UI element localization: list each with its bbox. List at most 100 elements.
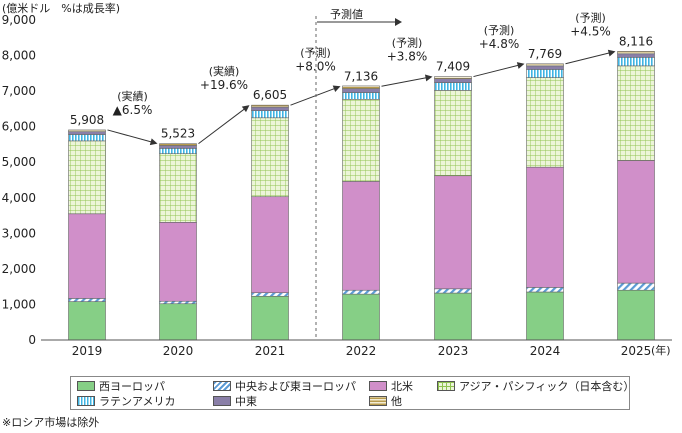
growth-arrow-head	[424, 74, 433, 82]
legend-swatch	[437, 381, 455, 391]
bar-segment-2024-series-4	[526, 69, 564, 78]
bar-segment-2019-series-5	[68, 131, 106, 135]
bar-segment-2025-series-0	[617, 289, 655, 341]
x-tick-label: 2024	[530, 344, 561, 358]
bar-segment-2021-series-3	[251, 117, 289, 198]
x-tick-label: 2022	[346, 344, 377, 358]
bar-segment-2023-series-1	[434, 288, 472, 294]
bar-segment-2021-series-5	[251, 106, 289, 111]
bar-segment-2025-series-2	[617, 160, 655, 284]
growth-arrow-head	[149, 138, 158, 146]
legend-item-other: 他	[369, 393, 402, 409]
bar-segment-2024-series-5	[526, 65, 564, 70]
growth-label-rate: +3.8%	[387, 50, 428, 64]
bar-segment-2019-series-6	[68, 129, 106, 132]
y-axis-label: (億米ドル %は成長率)	[2, 1, 120, 15]
total-label: 7,136	[344, 69, 378, 83]
legend-item-middle-east: 中東	[213, 393, 257, 409]
total-label: 5,523	[161, 127, 195, 141]
growth-label-type: (実績)	[117, 89, 148, 103]
bar-segment-2021-series-2	[251, 196, 289, 294]
bar-segment-2022-series-3	[342, 98, 380, 182]
y-tick-label: 7,000	[2, 84, 36, 98]
growth-arrow-line	[473, 64, 520, 78]
growth-label-type: (予測)	[484, 23, 515, 37]
x-tick-label: 2021	[255, 344, 286, 358]
bar-segment-2023-series-6	[434, 76, 472, 79]
legend-label: 他	[391, 395, 402, 408]
legend-label: ラテンアメリカ	[99, 395, 176, 408]
bar-segment-2019-series-1	[68, 298, 106, 302]
y-tick-label: 8,000	[2, 49, 36, 63]
growth-label-rate: +4.8%	[479, 37, 520, 51]
bar-segment-2022-series-5	[342, 88, 380, 93]
total-label: 5,908	[70, 113, 104, 127]
bar-segment-2019-series-4	[68, 134, 106, 142]
growth-arrow-head	[241, 105, 250, 113]
bar-segment-2020-series-0	[159, 303, 197, 341]
bar-segment-2020-series-4	[159, 148, 197, 154]
bar-stack-2021	[251, 104, 289, 341]
bar-segment-2025-series-1	[617, 282, 655, 291]
stacked-bar-chart: (億米ドル %は成長率) 0 1,000 2,000 3,000 4,000 5,000 6…	[2, 1, 672, 358]
bar-segment-2020-series-2	[159, 222, 197, 302]
bar-segment-2023-series-5	[434, 78, 472, 83]
bar-segment-2020-series-6	[159, 143, 197, 146]
legend-label: 中央および東ヨーロッパ	[235, 380, 356, 393]
growth-label-rate: +4.5%	[570, 24, 611, 38]
bar-segment-2021-series-4	[251, 110, 289, 119]
y-tick-label: 3,000	[2, 226, 36, 240]
growth-label-type: (実績)	[209, 64, 240, 78]
bar-segment-2024-series-6	[526, 63, 564, 67]
x-tick-label: 2025	[621, 344, 652, 358]
bar-segment-2023-series-3	[434, 90, 472, 177]
bar-stack-2022	[342, 85, 380, 341]
bar-segment-2022-series-4	[342, 92, 380, 100]
bar-segment-2022-series-6	[342, 85, 380, 89]
bar-stack-2024	[526, 63, 564, 341]
legend-swatch	[213, 396, 231, 406]
bar-segment-2025-series-5	[617, 53, 655, 58]
growth-label-type: (予測)	[575, 10, 606, 24]
x-tick-label: 2023	[438, 344, 469, 358]
legend-item-western-europe: 西ヨーロッパ	[77, 378, 165, 394]
y-tick-label: 1,000	[2, 297, 36, 311]
bar-segment-2024-series-1	[526, 287, 564, 293]
x-tick-label: 2019	[72, 344, 103, 358]
growth-arrow-head	[516, 62, 525, 69]
total-label: 7,769	[528, 47, 562, 61]
bar-segment-2024-series-0	[526, 291, 564, 341]
bar-segment-2019-series-2	[68, 213, 106, 299]
bar-segment-2020-series-3	[159, 153, 197, 223]
bar-segment-2022-series-0	[342, 293, 380, 341]
bar-segment-2023-series-4	[434, 82, 472, 91]
bar-segment-2021-series-1	[251, 292, 289, 297]
bar-stack-2025	[617, 51, 655, 341]
growth-arrow-line	[290, 87, 336, 106]
bar-segment-2021-series-6	[251, 104, 289, 108]
bar-segment-2022-series-1	[342, 289, 380, 295]
bar-segment-2024-series-3	[526, 77, 564, 168]
legend-swatch	[77, 396, 95, 406]
bar-stack-2020	[159, 143, 197, 341]
growth-arrow-head	[607, 49, 616, 57]
bar-segment-2022-series-2	[342, 181, 380, 291]
growth-label-rate: ▲6.5%	[113, 103, 153, 117]
bar-segment-2020-series-5	[159, 145, 197, 149]
legend-label: 西ヨーロッパ	[99, 380, 165, 393]
legend-item-central-eastern-europe: 中央および東ヨーロッパ	[213, 378, 356, 394]
legend-swatch	[77, 381, 95, 391]
x-tick-label: 2020	[163, 344, 194, 358]
bar-segment-2023-series-0	[434, 292, 472, 341]
footnote: ※ロシア市場は除外	[2, 416, 100, 429]
legend-label: 北米	[391, 380, 413, 393]
legend-item-latin-america: ラテンアメリカ	[77, 393, 175, 409]
growth-arrow-line	[198, 108, 245, 145]
y-tick-label: 0	[28, 333, 36, 347]
legend-item-north-america: 北米	[369, 378, 413, 394]
growth-arrow-head	[332, 85, 341, 93]
legend-label: アジア・パシフィック（日本含む）	[459, 380, 635, 393]
bar-segment-2025-series-4	[617, 57, 655, 67]
growth-arrow-line	[381, 77, 428, 87]
